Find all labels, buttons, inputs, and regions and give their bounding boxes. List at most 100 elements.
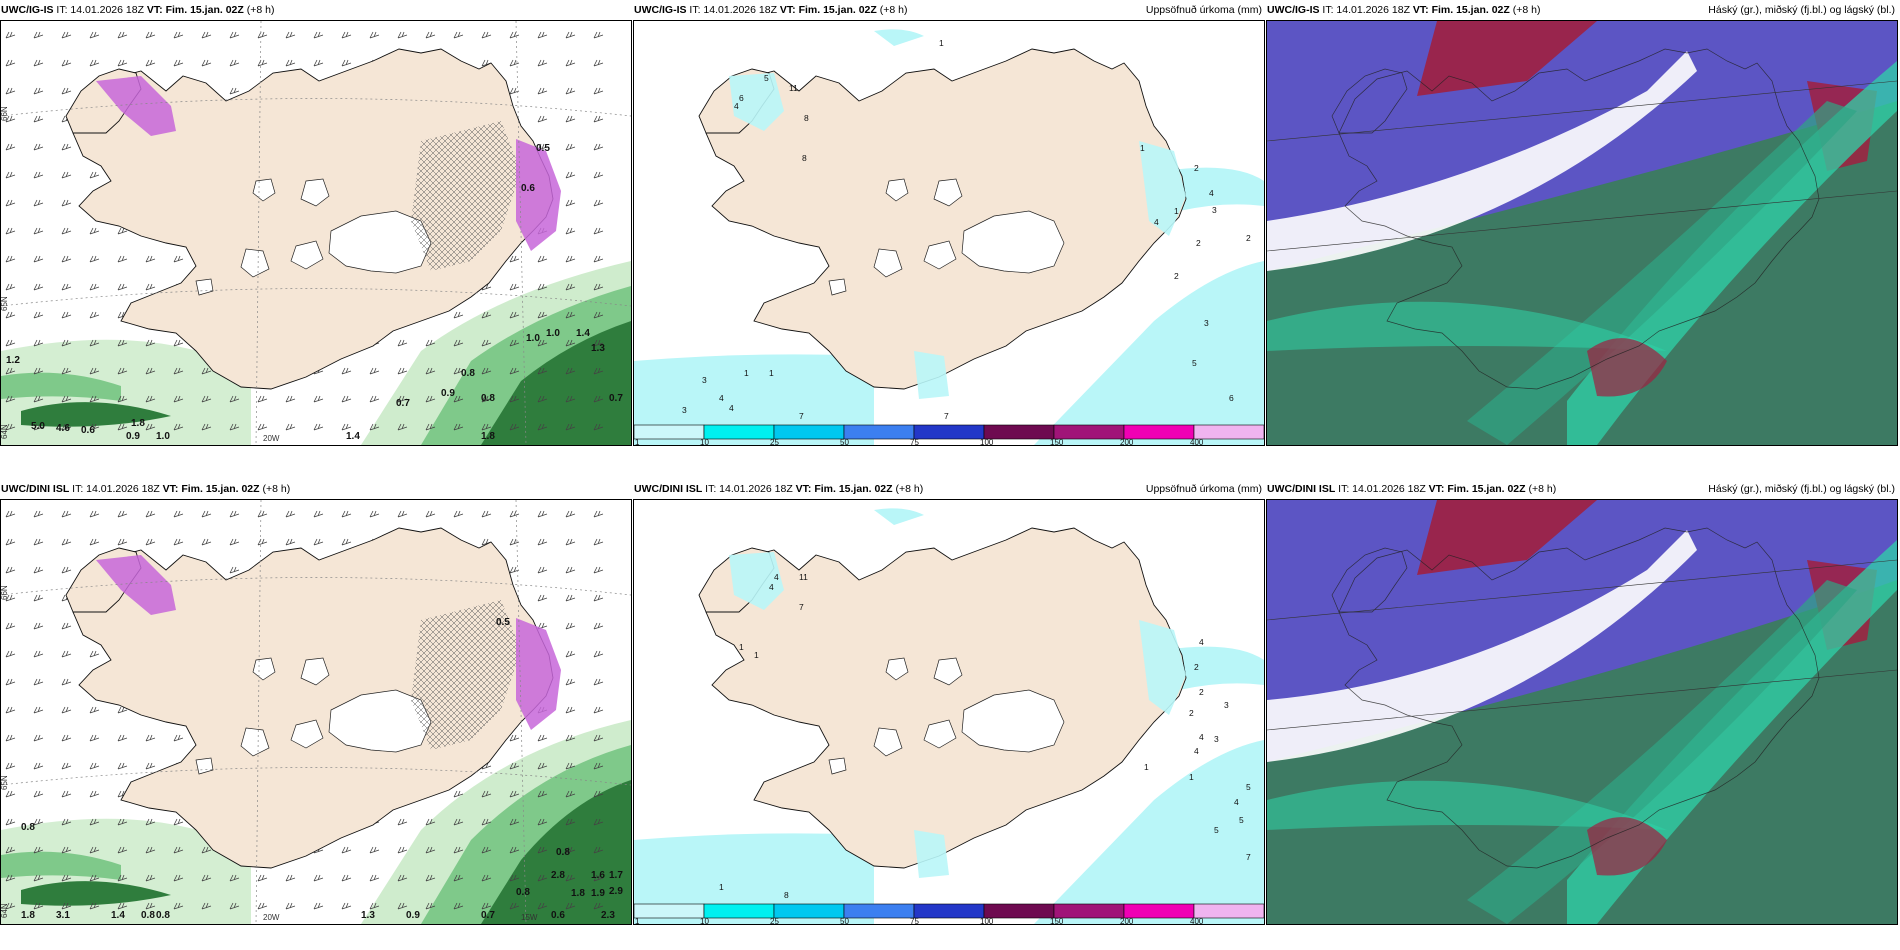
wind-barb — [537, 566, 548, 574]
wind-barb — [201, 423, 212, 431]
wind-barb — [61, 622, 72, 630]
wind-barb — [5, 255, 16, 263]
colorbar-tick: 50 — [840, 917, 849, 924]
wind-barb — [593, 510, 604, 518]
graticule — [1, 21, 631, 445]
model-label: UWC/DINI ISL — [1, 483, 70, 495]
model-label: UWC/DINI ISL — [1267, 483, 1336, 495]
wind-barb — [313, 538, 324, 546]
value-label: 8 — [784, 890, 789, 900]
wind-barb — [481, 846, 492, 854]
wind-barb — [117, 762, 128, 770]
wind-barb — [117, 510, 128, 518]
wind-barb — [341, 846, 352, 854]
wind-barb — [89, 510, 100, 518]
wind-barb — [369, 31, 380, 39]
wind-barb — [593, 311, 604, 319]
wind-barb — [425, 31, 436, 39]
wind-barb — [61, 790, 72, 798]
wind-barb — [593, 367, 604, 375]
wind-barb — [313, 395, 324, 403]
wind-barb — [509, 59, 520, 67]
wind-barb — [229, 874, 240, 882]
wind-barb — [33, 790, 44, 798]
wind-barb — [453, 818, 464, 826]
value-label: 0.9 — [126, 431, 140, 442]
wind-barb — [453, 311, 464, 319]
wind-barb — [565, 706, 576, 714]
wind-barb — [5, 199, 16, 207]
product-title: Háský (gr.), miðský (fj.bl.) og lágský (… — [1708, 483, 1895, 495]
wind-barb — [201, 902, 212, 910]
glacier — [873, 248, 903, 278]
colorbar-tick: 100 — [980, 917, 994, 924]
wind-barb — [397, 846, 408, 854]
wind-barb — [117, 423, 128, 431]
band-dark — [481, 780, 631, 924]
wind-barb — [313, 31, 324, 39]
value-label: 1 — [754, 650, 759, 660]
colorbar-swatch — [1123, 903, 1195, 919]
cloud-red — [1417, 500, 1597, 575]
wind-barb — [509, 510, 520, 518]
wind-barb — [453, 395, 464, 403]
wind-barb — [425, 846, 436, 854]
value-labels: 1.20.50.61.0 1.0 1.41.30.80.90.7 0.81.81.00… — [6, 143, 623, 442]
precip-area — [874, 508, 924, 525]
wind-barb — [285, 423, 296, 431]
wind-barb — [89, 538, 100, 546]
wind-barb — [61, 171, 72, 179]
wind-barb — [509, 311, 520, 319]
wind-barb — [397, 395, 408, 403]
clear-sky — [1267, 51, 1697, 271]
wind-barb — [145, 510, 156, 518]
graticule-line — [1, 98, 631, 117]
value-label: 4 — [1154, 217, 1159, 227]
colorbar-swatch — [1123, 424, 1195, 440]
wind-barb — [173, 31, 184, 39]
glacier — [252, 657, 276, 681]
value-label: 4 — [1199, 732, 1204, 742]
wind-barb — [593, 818, 604, 826]
wind-barb — [565, 31, 576, 39]
wind-barb — [453, 790, 464, 798]
cloud-red — [1587, 817, 1667, 876]
wind-barb — [89, 367, 100, 375]
wind-barb — [117, 874, 128, 882]
wind-barb — [481, 367, 492, 375]
precip-area — [1139, 141, 1186, 236]
wind-barb — [61, 846, 72, 854]
colorbar-swatch — [634, 903, 705, 919]
wind-barb — [593, 227, 604, 235]
glacier — [961, 689, 1065, 753]
wind-barb — [33, 31, 44, 39]
lead-time: (+8 h) — [879, 4, 908, 16]
band-mid — [1, 851, 121, 880]
value-label: 4 — [734, 101, 739, 111]
value-label: 2.9 — [609, 886, 623, 897]
wind-barb — [565, 59, 576, 67]
glacier — [195, 757, 214, 775]
product-title: Uppsöfnuð úrkoma (mm) — [1145, 4, 1262, 16]
panel-header: UWC/DINI ISL IT: 14.01.2026 18Z VT: Fim.… — [0, 479, 632, 499]
value-label: 0.7 — [609, 393, 623, 404]
grid-label: 64N — [1, 903, 9, 918]
precip-map: 1 10 25 50 75 100 150 200 4001564118812431422356… — [634, 29, 1264, 445]
wind-barb — [89, 762, 100, 770]
glacier — [961, 210, 1065, 274]
colorbar-swatch — [983, 903, 1055, 919]
value-label: 4 — [769, 582, 774, 592]
wind-barb — [61, 227, 72, 235]
wind-barb — [201, 367, 212, 375]
grid-label: 66N — [1, 106, 9, 121]
wind-barb — [509, 790, 520, 798]
iceland-coastline — [1338, 48, 1820, 390]
wind-barb — [33, 59, 44, 67]
wind-barb — [145, 902, 156, 910]
grid-label: 65N — [1, 296, 9, 311]
wind-barb — [61, 199, 72, 207]
precip-area — [1164, 646, 1264, 690]
value-label: 7 — [799, 411, 804, 421]
wind-barb — [565, 199, 576, 207]
wind-barb — [117, 818, 128, 826]
